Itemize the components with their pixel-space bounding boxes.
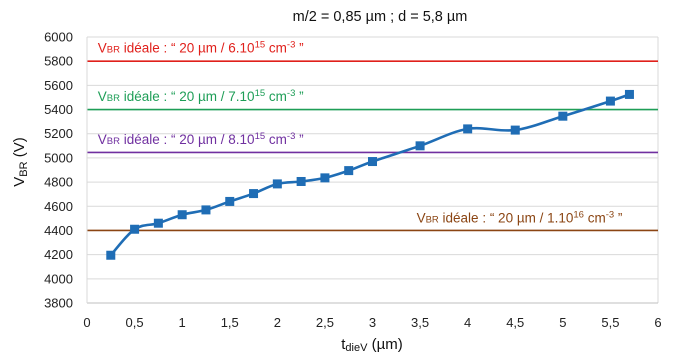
data-point	[463, 124, 473, 134]
y-tick-label: 5000	[44, 150, 73, 165]
reference-line-label: VBR idéale : “ 20 µm / 1.1016 cm-3 ”	[417, 210, 623, 226]
y-tick-label: 4800	[44, 175, 73, 190]
data-point	[249, 189, 259, 199]
reference-line-label: VBR idéale : “ 20 µm / 7.1015 cm-3 ”	[98, 88, 304, 104]
x-tick-label: 0,5	[126, 315, 144, 330]
x-tick-labels: 0 0,5 1 1,5 2 2,5 3 3,5 4 4,5 5 5,5 6	[83, 315, 661, 330]
x-tick-label: 3	[369, 315, 376, 330]
x-axis-label: tdieV (µm)	[341, 336, 403, 354]
data-point	[320, 173, 330, 183]
data-point	[272, 179, 282, 189]
y-tick-label: 5200	[44, 126, 73, 141]
data-point	[177, 210, 187, 220]
reference-labels: VBR idéale : “ 20 µm / 6.1015 cm-3 ” VBR …	[98, 40, 623, 226]
x-tick-label: 1,5	[221, 315, 239, 330]
data-point	[296, 176, 306, 186]
data-point	[130, 224, 140, 234]
series	[106, 89, 634, 260]
y-tick-labels: 3800 4000 4200 4400 4600 4800 5000 5200 5400 5600…	[44, 30, 73, 311]
y-axis-label: VBR (V)	[11, 137, 30, 186]
data-point	[510, 125, 520, 135]
x-tick-label: 2,5	[316, 315, 334, 330]
reference-lines	[87, 60, 658, 232]
x-tick-label: 3,5	[411, 315, 429, 330]
x-tick-label: 5,5	[601, 315, 619, 330]
x-tick-label: 2	[274, 315, 281, 330]
reference-line-label: VBR idéale : “ 20 µm / 6.1015 cm-3 ”	[98, 40, 304, 56]
data-point	[201, 205, 211, 215]
x-tick-label: 4,5	[506, 315, 524, 330]
y-tick-label: 3800	[44, 296, 73, 311]
data-point	[344, 166, 354, 176]
x-tick-label: 4	[464, 315, 471, 330]
data-point	[415, 141, 425, 151]
x-tick-label: 0	[83, 315, 90, 330]
axes	[86, 37, 658, 304]
y-tick-label: 5600	[44, 78, 73, 93]
chart-title: m/2 = 0,85 µm ; d = 5,8 µm	[293, 9, 468, 25]
data-point	[558, 111, 568, 121]
reference-line-label: VBR idéale : “ 20 µm / 8.1015 cm-3 ”	[98, 131, 304, 147]
data-point	[225, 196, 235, 206]
y-tick-label: 5400	[44, 102, 73, 117]
x-tick-label: 1	[179, 315, 186, 330]
x-tick-label: 5	[559, 315, 566, 330]
data-point	[106, 250, 116, 260]
y-tick-label: 4200	[44, 247, 73, 262]
grid	[87, 36, 659, 304]
y-tick-label: 5800	[44, 54, 73, 69]
x-tick-label: 6	[654, 315, 661, 330]
data-point	[368, 157, 377, 167]
data-point	[153, 218, 163, 228]
y-tick-label: 4000	[44, 271, 73, 286]
data-point	[605, 96, 615, 106]
y-tick-label: 4600	[44, 199, 73, 214]
y-tick-label: 4400	[44, 223, 73, 238]
data-point	[624, 89, 634, 99]
y-tick-label: 6000	[44, 30, 73, 45]
